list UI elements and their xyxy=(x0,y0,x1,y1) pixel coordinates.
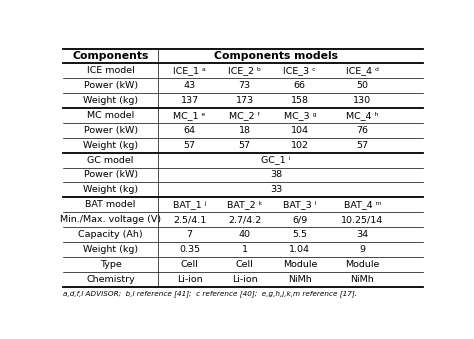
Text: BAT_4 ᵐ: BAT_4 ᵐ xyxy=(344,200,381,209)
Text: 0.35: 0.35 xyxy=(179,245,200,254)
Text: MC model: MC model xyxy=(87,111,134,120)
Text: BAT_2 ᵏ: BAT_2 ᵏ xyxy=(227,200,263,209)
Text: 34: 34 xyxy=(356,230,368,239)
Text: NiMh: NiMh xyxy=(350,275,374,284)
Text: 73: 73 xyxy=(239,81,251,90)
Text: ICE_3 ᶜ: ICE_3 ᶜ xyxy=(283,66,316,75)
Text: 10.25/14: 10.25/14 xyxy=(341,215,383,224)
Text: 57: 57 xyxy=(183,141,196,150)
Text: 1: 1 xyxy=(242,245,248,254)
Text: 102: 102 xyxy=(291,141,309,150)
Text: Type: Type xyxy=(100,260,121,269)
Text: Weight (kg): Weight (kg) xyxy=(83,141,138,150)
Text: 130: 130 xyxy=(353,96,371,105)
Text: BAT model: BAT model xyxy=(85,200,136,209)
Text: 66: 66 xyxy=(294,81,306,90)
Text: Power (kW): Power (kW) xyxy=(83,126,138,135)
Text: Li-ion: Li-ion xyxy=(177,275,202,284)
Text: ICE_4 ᵈ: ICE_4 ᵈ xyxy=(346,66,379,75)
Text: Power (kW): Power (kW) xyxy=(83,81,138,90)
Text: 33: 33 xyxy=(270,185,282,194)
Text: a,d,f,l ADVISOR;  b,i reference [41];  c reference [40];  e,g,h,j,k,m reference : a,d,f,l ADVISOR; b,i reference [41]; c r… xyxy=(63,291,357,297)
Text: 18: 18 xyxy=(239,126,251,135)
Text: 6/9: 6/9 xyxy=(292,215,308,224)
Text: Cell: Cell xyxy=(181,260,199,269)
Text: MC_4 ʰ: MC_4 ʰ xyxy=(346,111,378,120)
Text: 2.5/4.1: 2.5/4.1 xyxy=(173,215,206,224)
Text: 38: 38 xyxy=(270,171,282,179)
Text: NiMh: NiMh xyxy=(288,275,312,284)
Text: Module: Module xyxy=(283,260,317,269)
Text: 9: 9 xyxy=(359,245,365,254)
Text: 43: 43 xyxy=(183,81,196,90)
Text: MC_1 ᵉ: MC_1 ᵉ xyxy=(173,111,206,120)
Text: 40: 40 xyxy=(239,230,251,239)
Text: GC_1 ⁱ: GC_1 ⁱ xyxy=(261,156,291,165)
Text: Weight (kg): Weight (kg) xyxy=(83,185,138,194)
Text: Li-ion: Li-ion xyxy=(232,275,257,284)
Text: 173: 173 xyxy=(236,96,254,105)
Text: MC_2 ᶠ: MC_2 ᶠ xyxy=(229,111,260,120)
Text: 5.5: 5.5 xyxy=(292,230,307,239)
Text: Power (kW): Power (kW) xyxy=(83,171,138,179)
Text: 104: 104 xyxy=(291,126,309,135)
Text: 57: 57 xyxy=(239,141,251,150)
Text: Cell: Cell xyxy=(236,260,254,269)
Text: 2.7/4.2: 2.7/4.2 xyxy=(228,215,261,224)
Text: Min./Max. voltage (V): Min./Max. voltage (V) xyxy=(60,215,161,224)
Text: GC model: GC model xyxy=(88,156,134,165)
Text: 158: 158 xyxy=(291,96,309,105)
Text: Chemistry: Chemistry xyxy=(86,275,135,284)
Text: 7: 7 xyxy=(187,230,192,239)
Text: Capacity (Ah): Capacity (Ah) xyxy=(78,230,143,239)
Text: Components: Components xyxy=(73,51,149,61)
Text: 76: 76 xyxy=(356,126,368,135)
Text: 137: 137 xyxy=(181,96,199,105)
Text: Components models: Components models xyxy=(214,51,338,61)
Text: MC_3 ᵍ: MC_3 ᵍ xyxy=(283,111,316,120)
Text: 64: 64 xyxy=(183,126,196,135)
Text: ICE_2 ᵇ: ICE_2 ᵇ xyxy=(228,66,261,75)
Text: BAT_3 ˡ: BAT_3 ˡ xyxy=(283,200,317,209)
Text: 50: 50 xyxy=(356,81,368,90)
Text: ICE_1 ᵃ: ICE_1 ᵃ xyxy=(173,66,206,75)
Text: 57: 57 xyxy=(356,141,368,150)
Text: Weight (kg): Weight (kg) xyxy=(83,245,138,254)
Text: Weight (kg): Weight (kg) xyxy=(83,96,138,105)
Text: 1.04: 1.04 xyxy=(289,245,310,254)
Text: BAT_1 ʲ: BAT_1 ʲ xyxy=(173,200,206,209)
Text: Module: Module xyxy=(345,260,380,269)
Text: ICE model: ICE model xyxy=(87,66,135,75)
